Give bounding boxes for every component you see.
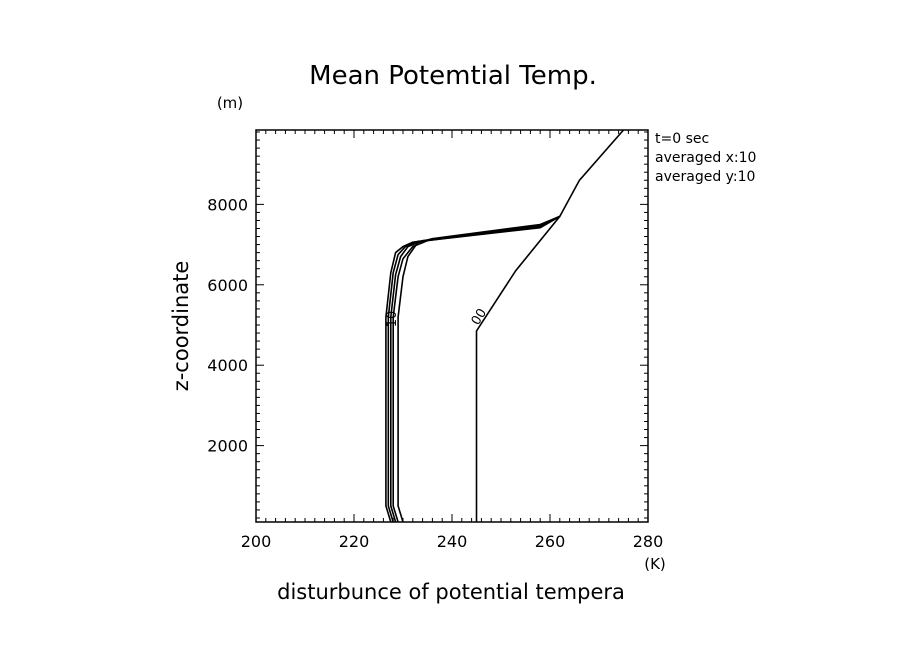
- contour-line-4: [390, 215, 561, 523]
- y-tick-label: 6000: [207, 276, 248, 295]
- contour-line-1: [475, 129, 625, 522]
- y-tick-label: 2000: [207, 437, 248, 456]
- info-line-y: averaged y:10: [655, 169, 755, 185]
- x-tick-label: 240: [437, 532, 468, 551]
- contour-line-6: [385, 215, 561, 523]
- y-axis-label: z-coordinate: [169, 261, 193, 392]
- plot-frame: [255, 129, 649, 523]
- x-axis-label: disturbunce of potential tempera: [277, 580, 625, 604]
- contour-line-5: [387, 215, 561, 523]
- x-tick-label: 200: [241, 532, 272, 551]
- contour-label-10: 10: [385, 311, 400, 328]
- chart-title: Mean Potemtial Temp.: [309, 61, 597, 91]
- contour-line-2: [397, 215, 561, 523]
- y-tick-label: 8000: [207, 195, 248, 214]
- y-unit: (m): [217, 94, 243, 112]
- info-line-x: averaged x:10: [655, 150, 756, 166]
- y-tick-label: 4000: [207, 356, 248, 375]
- x-tick-label: 220: [339, 532, 370, 551]
- contour-label-00: 00: [469, 306, 490, 328]
- x-unit: (K): [644, 555, 666, 573]
- info-line-time: t=0 sec: [655, 131, 709, 147]
- x-tick-label: 280: [633, 532, 664, 551]
- x-tick-label: 260: [535, 532, 566, 551]
- info-panel: t=0 sec averaged x:10 averaged y:10: [655, 131, 756, 185]
